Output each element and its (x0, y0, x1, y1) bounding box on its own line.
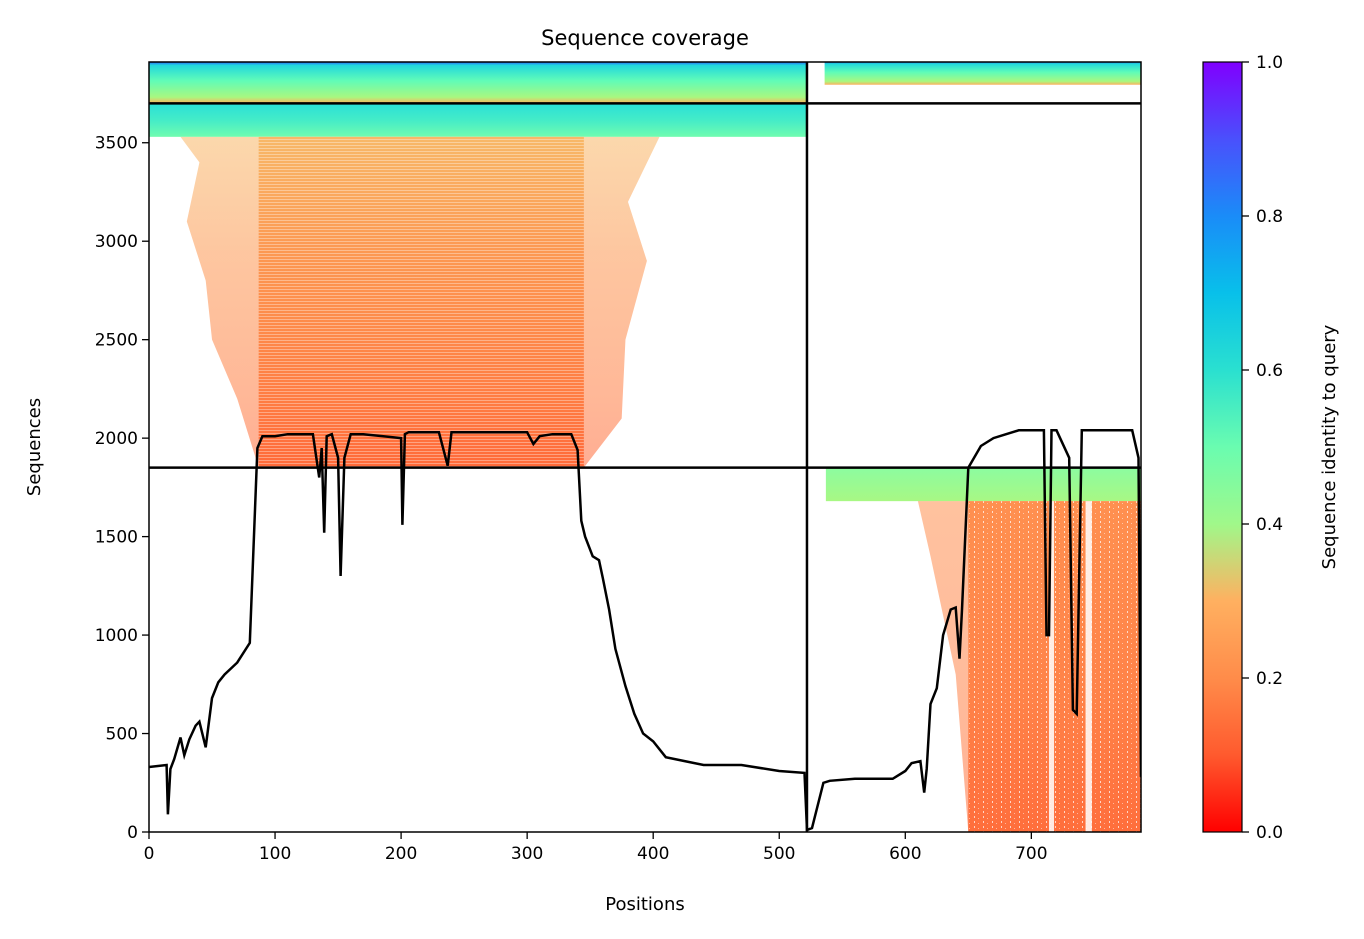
y-tick-label: 1500 (95, 528, 138, 548)
colorbar-tick-label: 0.8 (1256, 207, 1283, 227)
colorbar-tick-label: 0.2 (1256, 669, 1283, 689)
heatmap-gap-column (1085, 501, 1092, 832)
x-axis-label: Positions (605, 894, 684, 915)
y-tick-label: 2500 (95, 331, 138, 351)
x-axis-ticks: 0 100 200 300 400 500 600 700 (144, 832, 1048, 864)
x-tick-label: 200 (385, 844, 417, 864)
y-axis-ticks: 0 500 1000 1500 2000 2500 3000 3500 (95, 134, 149, 843)
y-tick-label: 1000 (95, 626, 138, 646)
colorbar-ticks: 0.0 0.2 0.4 0.6 0.8 1.0 (1242, 53, 1283, 843)
heatmap-block-chainA-high (149, 103, 807, 137)
block-boundaries (149, 62, 1141, 832)
x-tick-label: 500 (763, 844, 795, 864)
chart-title: Sequence coverage (541, 26, 749, 50)
y-tick-label: 500 (106, 725, 138, 745)
y-tick-label: 0 (127, 823, 138, 843)
plot-frame (148, 61, 1142, 833)
coverage-heatmap (149, 62, 1141, 832)
x-tick-label: 300 (511, 844, 543, 864)
heatmap-block-top-right (824, 62, 1141, 85)
y-tick-label: 3500 (95, 134, 138, 154)
x-tick-label: 700 (1015, 844, 1047, 864)
heatmap-block-top-left (149, 62, 807, 104)
x-tick-label: 0 (144, 844, 155, 864)
x-tick-label: 600 (889, 844, 921, 864)
y-tick-label: 2000 (95, 429, 138, 449)
heatmap-block-chainB-high (825, 467, 1141, 502)
heatmap-block-chainB-texture (968, 501, 1141, 832)
colorbar-tick-label: 1.0 (1256, 53, 1283, 73)
y-axis-label: Sequences (24, 398, 45, 496)
colorbar-tick-label: 0.4 (1256, 515, 1283, 535)
heatmap-block-chainA-texture (258, 136, 584, 468)
colorbar-tick-label: 0.0 (1256, 823, 1283, 843)
colorbar (1202, 61, 1243, 833)
x-tick-label: 400 (637, 844, 669, 864)
heatmap-gap-column (1048, 501, 1055, 832)
colorbar-tick-label: 0.6 (1256, 361, 1283, 381)
colorbar-label: Sequence identity to query (1319, 324, 1340, 569)
x-tick-label: 100 (259, 844, 291, 864)
coverage-line (149, 429, 1141, 832)
y-tick-label: 3000 (95, 232, 138, 252)
